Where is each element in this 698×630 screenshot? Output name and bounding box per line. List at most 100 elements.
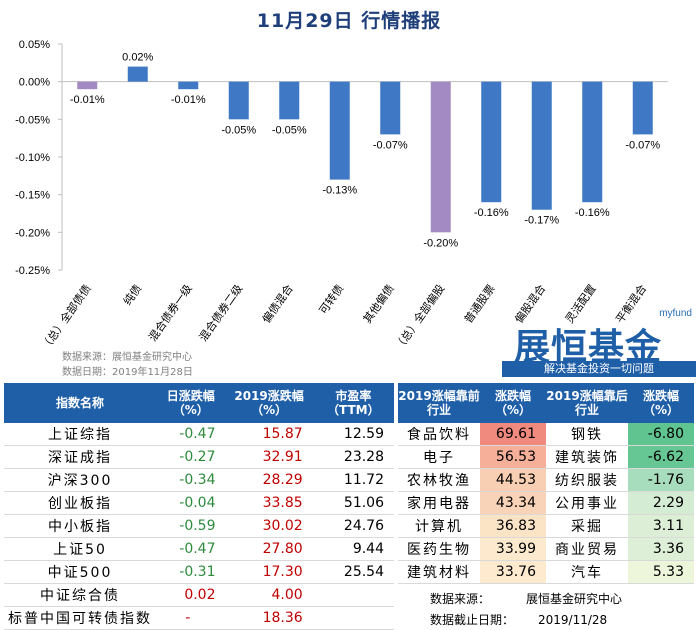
index-name: 上证50 <box>4 537 156 561</box>
x-category-label: 混合债券一级 <box>145 282 194 344</box>
bar <box>279 81 300 120</box>
industry-top-change: 44.53 <box>480 468 546 492</box>
index-header-pe: 市盈率（TTM） <box>312 383 394 423</box>
bar <box>77 81 98 90</box>
index-daily-change: - <box>156 606 226 630</box>
industry-bottom-name: 钢铁 <box>546 423 628 446</box>
bar-data-label: -0.16% <box>575 207 610 219</box>
index-pe: 23.28 <box>312 445 394 469</box>
index-daily-change: -0.59 <box>156 514 226 538</box>
index-pe: 51.06 <box>312 491 394 515</box>
industry-bottom-name: 商业贸易 <box>546 537 628 561</box>
industry-header-bottom-change: 涨跌幅（%） <box>628 383 694 423</box>
x-category-label: （总）全部债债 <box>38 282 94 350</box>
industry-top-change: 56.53 <box>480 445 546 469</box>
index-row: 上证综指 -0.47 15.87 12.59 <box>4 423 394 446</box>
index-name: 标普中国可转债指数 <box>4 606 156 630</box>
index-daily-change: -0.47 <box>156 537 226 561</box>
industry-bottom-change: 5.33 <box>628 560 694 584</box>
industry-top-change: 33.99 <box>480 537 546 561</box>
index-row: 中证500 -0.31 17.30 25.54 <box>4 560 394 584</box>
industry-bottom-name: 公用事业 <box>546 491 628 515</box>
bar-data-label: -0.01% <box>171 94 206 106</box>
index-ytd-change: 27.80 <box>225 537 313 561</box>
bar <box>329 81 350 180</box>
bar-data-label: -0.16% <box>474 207 509 219</box>
index-row: 深证成指 -0.27 32.91 23.28 <box>4 445 394 469</box>
index-name: 中证500 <box>4 560 156 584</box>
bar <box>531 81 552 210</box>
industry-row: 食品饮料 69.61 钢铁 -6.80 <box>398 423 694 446</box>
y-tick-label: 0.00% <box>19 77 50 89</box>
footer-source: 数据来源： 展恒基金研究中心 <box>430 590 622 607</box>
logo-slogan: 解决基金投资一切问题 <box>502 361 696 377</box>
bar-data-label: -0.05% <box>272 124 307 136</box>
footer-date-value: 2019/11/28 <box>538 613 608 627</box>
chart-source-note: 数据来源：展恒基金研究中心 <box>62 352 192 363</box>
bar <box>178 81 199 90</box>
index-header-daily: 日涨跌幅（%） <box>156 383 226 423</box>
index-row: 上证50 -0.47 27.80 9.44 <box>4 537 394 561</box>
index-pe: 25.54 <box>312 560 394 584</box>
index-ytd-change: 17.30 <box>225 560 313 584</box>
index-name: 中证综合债 <box>4 583 156 607</box>
industry-table: 2019涨幅靠前行业 涨跌幅（%） 2019涨幅靠后行业 涨跌幅（%） 食品饮料… <box>398 383 694 584</box>
index-name: 上证综指 <box>4 423 156 446</box>
industry-bottom-name: 汽车 <box>546 560 628 584</box>
industry-header-top-change: 涨跌幅（%） <box>480 383 546 423</box>
industry-bottom-change: -1.76 <box>628 468 694 492</box>
index-ytd-change: 15.87 <box>225 423 313 446</box>
index-row: 创业板指 -0.04 33.85 51.06 <box>4 491 394 515</box>
industry-bottom-change: -6.80 <box>628 423 694 446</box>
chart-date-note: 数据日期：2019年11月28日 <box>62 367 193 378</box>
chart-title: 11月29日 行情播报 <box>256 10 442 32</box>
industry-top-change: 36.83 <box>480 514 546 538</box>
index-row: 沪深300 -0.34 28.29 11.72 <box>4 468 394 492</box>
x-category-label: （总）全部偏股 <box>392 282 448 350</box>
y-tick-label: -0.10% <box>15 152 50 164</box>
footer-date: 数据截止日期： 2019/11/28 <box>430 611 607 628</box>
index-pe <box>312 606 394 630</box>
y-tick-label: 0.05% <box>19 39 50 51</box>
bar <box>127 66 148 82</box>
industry-top-name: 家用电器 <box>398 491 480 515</box>
industry-row: 计算机 36.83 采掘 3.11 <box>398 514 694 538</box>
index-pe: 9.44 <box>312 537 394 561</box>
footer-source-label: 数据来源： <box>430 592 491 606</box>
bar <box>430 81 451 233</box>
index-ytd-change: 18.36 <box>225 606 313 630</box>
index-daily-change: -0.31 <box>156 560 226 584</box>
industry-top-change: 69.61 <box>480 423 546 446</box>
index-ytd-change: 30.02 <box>225 514 313 538</box>
industry-row: 电子 56.53 建筑装饰 -6.62 <box>398 445 694 469</box>
index-daily-change: -0.27 <box>156 445 226 469</box>
bar <box>582 81 603 203</box>
y-tick-label: -0.05% <box>15 114 50 126</box>
industry-row: 建筑材料 33.76 汽车 5.33 <box>398 560 694 584</box>
bar-data-label: -0.05% <box>221 124 256 136</box>
bar-data-label: -0.07% <box>625 139 660 151</box>
index-ytd-change: 33.85 <box>225 491 313 515</box>
index-daily-change: -0.34 <box>156 468 226 492</box>
index-header-ytd: 2019涨跌幅（%） <box>225 383 313 423</box>
y-tick-label: -0.15% <box>15 190 50 202</box>
industry-bottom-change: 2.29 <box>628 491 694 515</box>
x-category-label: 偏债混合 <box>259 282 296 326</box>
bar <box>228 81 249 120</box>
bar-data-label: 0.02% <box>122 52 153 64</box>
bar-chart: 0.05% 0.00% -0.05% -0.10% -0.15% -0.20% -0.25%… <box>15 39 668 350</box>
industry-bottom-change: 3.11 <box>628 514 694 538</box>
industry-bottom-change: 3.36 <box>628 537 694 561</box>
industry-row: 医药生物 33.99 商业贸易 3.36 <box>398 537 694 561</box>
industry-bottom-name: 建筑装饰 <box>546 445 628 469</box>
index-row: 中证综合债 0.02 4.00 <box>4 583 394 607</box>
index-daily-change: -0.04 <box>156 491 226 515</box>
industry-bottom-name: 采掘 <box>546 514 628 538</box>
bar-data-label: -0.01% <box>70 94 105 106</box>
index-row: 中小板指 -0.59 30.02 24.76 <box>4 514 394 538</box>
index-ytd-change: 32.91 <box>225 445 313 469</box>
bar <box>632 81 653 135</box>
industry-top-name: 农林牧渔 <box>398 468 480 492</box>
industry-top-name: 计算机 <box>398 514 480 538</box>
index-daily-change: -0.47 <box>156 423 226 446</box>
